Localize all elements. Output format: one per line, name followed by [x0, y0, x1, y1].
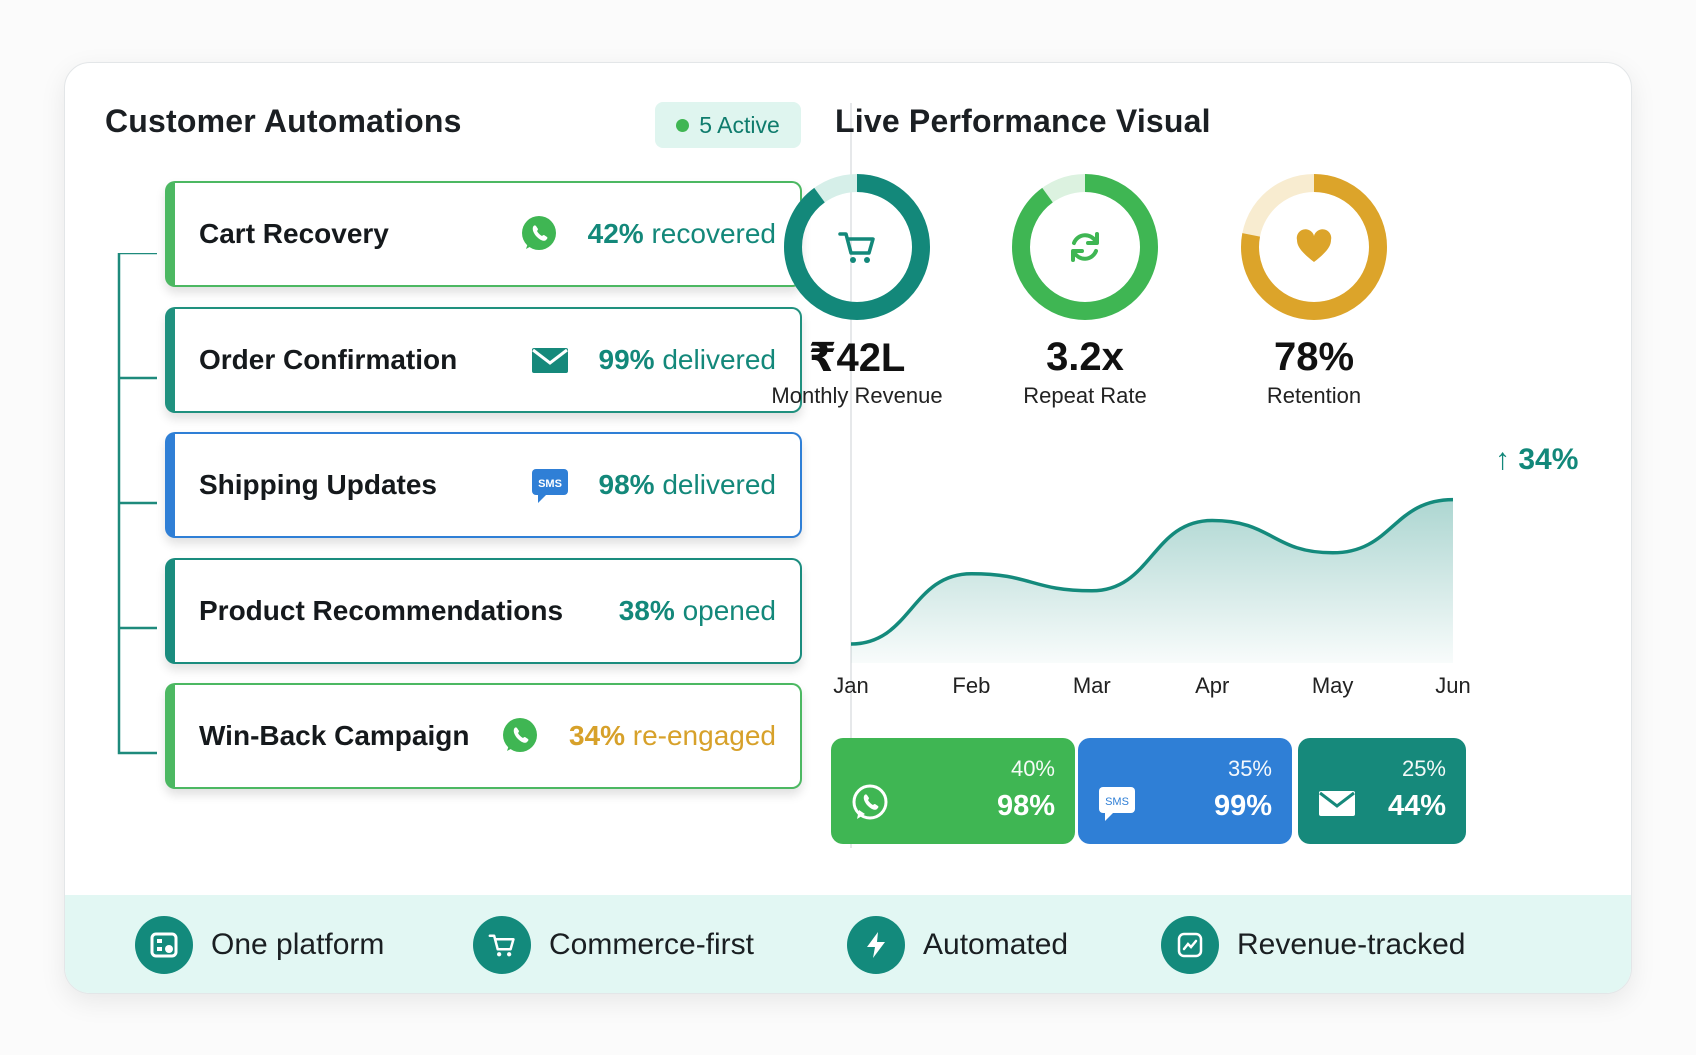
channel-share: 40% [1010, 756, 1055, 781]
trend-icon [1161, 916, 1219, 974]
channel-share: 25% [1401, 756, 1446, 781]
automation-row[interactable]: Product Recommendations 38% opened [165, 557, 802, 664]
x-tick-label: Mar [1072, 673, 1111, 698]
feature-item: Automated [847, 895, 1069, 993]
automation-name: Order Confirmation [199, 343, 458, 375]
bolt-icon [847, 916, 905, 974]
automation-row[interactable]: Cart Recovery 42% recovered [165, 181, 802, 287]
kpi-ring [1000, 162, 1170, 332]
feature-label: Revenue-tracked [1237, 928, 1466, 961]
automation-stat: 42% recovered [587, 218, 776, 249]
active-badge: 5 Active [655, 102, 801, 148]
kpi-ring [1229, 162, 1399, 332]
revenue-trend-chart [850, 497, 1454, 663]
feature-label: Automated [923, 928, 1069, 961]
automation-stat: 34% re-engaged [568, 720, 776, 751]
kpi-ring [772, 162, 942, 332]
x-tick-label: Jun [1435, 673, 1471, 698]
cart-icon [836, 226, 878, 268]
cart-icon [473, 916, 531, 974]
feature-item: Commerce-first [473, 895, 755, 993]
panel-divider [850, 103, 852, 848]
growth-indicator: ↑ 34% [1495, 443, 1579, 476]
automation-tree-connector [117, 253, 157, 755]
feature-item: One platform [135, 895, 385, 993]
x-tick-label: May [1311, 673, 1354, 698]
performance-title: Live Performance Visual [835, 103, 1211, 139]
automation-name: Win-Back Campaign [199, 720, 470, 751]
chart-area-fill [851, 499, 1453, 663]
mail-icon [1316, 782, 1358, 824]
feature-item: Revenue-tracked [1161, 895, 1466, 993]
feature-label: One platform [211, 928, 385, 961]
feature-strip: One platform Commerce-first Automated Reven… [65, 895, 1631, 993]
heart-icon [1293, 226, 1335, 268]
automation-name: Cart Recovery [199, 218, 389, 249]
kpi-value: 78% [1273, 335, 1355, 379]
feature-label: Commerce-first [549, 928, 755, 961]
channel-share: 35% [1227, 756, 1272, 781]
automation-row[interactable]: Order Confirmation 99% delivered [165, 306, 802, 413]
channel-tile[interactable]: SMS 35% 99% [1078, 738, 1292, 844]
refresh-icon [1064, 226, 1106, 268]
svg-text:SMS: SMS [538, 478, 562, 490]
channel-tile[interactable]: 25% 44% [1298, 738, 1466, 844]
kpi-label: Monthly Revenue [771, 383, 943, 408]
automation-row[interactable]: Shipping Updates SMS 98% delivered [165, 432, 802, 538]
channel-rate: 99% [1213, 790, 1272, 822]
kpi-label: Retention [1266, 383, 1362, 408]
kpi-value: ₹42L [808, 336, 906, 380]
channel-rate: 98% [996, 790, 1055, 822]
automation-name: Shipping Updates [199, 469, 437, 500]
automation-row[interactable]: Win-Back Campaign 34% re-engaged [165, 683, 802, 789]
kpi-value: 3.2x [1046, 335, 1124, 379]
channel-tile[interactable]: 40% 98% [831, 738, 1075, 844]
platform-icon [135, 916, 193, 974]
whatsapp-icon [518, 213, 560, 255]
mail-icon [529, 339, 571, 381]
automation-stat: 38% opened [618, 594, 776, 626]
x-tick-label: Feb [952, 673, 991, 698]
sms-icon: SMS [1096, 782, 1138, 824]
chart-series-line [850, 497, 1454, 646]
svg-text:SMS: SMS [1105, 796, 1129, 808]
dashboard-card: Customer Automations 5 Active Cart Recov… [64, 62, 1632, 994]
x-tick-label: Apr [1195, 673, 1230, 698]
kpi-label: Repeat Rate [1023, 383, 1147, 408]
x-tick-label: Jan [833, 673, 869, 698]
channel-rate: 44% [1387, 790, 1446, 822]
whatsapp-icon [849, 782, 891, 824]
automation-stat: 98% delivered [598, 469, 776, 500]
sms-icon: SMS [529, 464, 571, 506]
automation-stat: 99% delivered [598, 343, 776, 375]
whatsapp-icon [499, 715, 541, 757]
active-badge-label: 5 Active [699, 111, 780, 138]
status-dot-icon [676, 118, 690, 132]
automation-name: Product Recommendations [199, 594, 564, 626]
automations-title: Customer Automations [105, 103, 462, 139]
